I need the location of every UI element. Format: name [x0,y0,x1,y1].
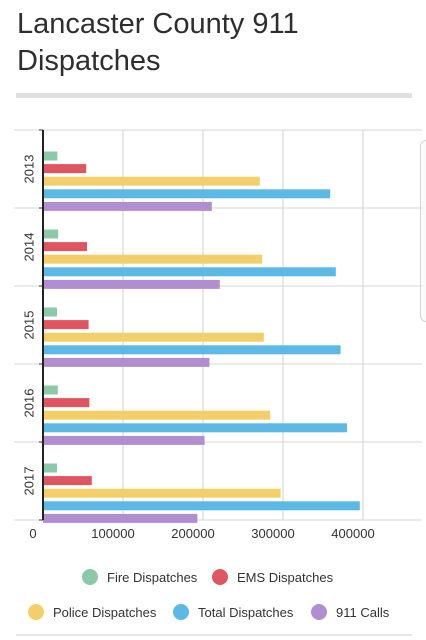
bar-2016-911-calls [43,435,205,445]
legend-swatch-police [28,604,44,620]
legend-swatch-911-calls [311,604,327,620]
bar-2015-fire-dispatches [43,307,57,317]
legend-swatch-fire [82,569,98,585]
legend-swatch-total [173,604,189,620]
y-tick-label-2017: 2017 [21,467,36,496]
legend-row-2: Police Dispatches Total Dispatches 911 C… [0,601,426,623]
chart-title: Lancaster County 911 Dispatches [17,8,299,77]
bar-2016-fire-dispatches [43,385,58,395]
title-divider [16,93,412,98]
legend-label-fire: Fire Dispatches [107,569,198,585]
legend-swatch-ems [212,569,228,585]
legend-item-police-dispatches[interactable]: Police Dispatches [28,601,156,623]
bar-2017-911-calls [43,513,198,523]
bar-chart: 2013 2014 2015 2016 2017 0 100000 200000 300000 4… [14,129,422,541]
y-tick-label-2014: 2014 [21,233,36,262]
bar-2017-police-dispatches [43,488,281,498]
bar-2013-ems-dispatches [43,164,87,174]
bar-2016-police-dispatches [43,410,271,420]
legend-item-total-dispatches[interactable]: Total Dispatches [173,601,293,623]
bar-2016-total-dispatches [43,423,347,433]
bar-2013-fire-dispatches [43,151,58,161]
legend-label-police: Police Dispatches [53,604,157,620]
bar-2013-total-dispatches [43,189,331,199]
chart-legend: Fire Dispatches EMS Dispatches Police Di… [0,560,426,630]
legend-item-fire-dispatches[interactable]: Fire Dispatches [82,566,197,588]
legend-item-911-calls[interactable]: 911 Calls [311,601,389,623]
bar-2014-ems-dispatches [43,242,87,252]
bar-2017-total-dispatches [43,501,360,511]
legend-label-ems: EMS Dispatches [237,569,334,585]
bar-2014-total-dispatches [43,267,336,277]
legend-item-ems-dispatches[interactable]: EMS Dispatches [212,566,333,588]
x-tick-label-100000: 100000 [91,526,134,541]
bar-2014-911-calls [43,279,220,289]
legend-row-1: Fire Dispatches EMS Dispatches [0,566,426,588]
y-tick-label-2015: 2015 [21,311,36,340]
legend-label-911-calls: 911 Calls [336,604,390,620]
y-tick-label-2013: 2013 [21,155,36,184]
x-tick-label-0: 0 [29,526,36,541]
bar-2015-ems-dispatches [43,320,89,330]
bar-2015-total-dispatches [43,345,341,355]
bar-2017-fire-dispatches [43,463,57,473]
x-tick-label-200000: 200000 [171,526,214,541]
bar-2016-ems-dispatches [43,398,90,408]
bar-2015-911-calls [43,357,210,367]
bar-2013-911-calls [43,201,212,211]
bottom-divider [16,634,412,636]
bar-2017-ems-dispatches [43,476,92,486]
bar-2014-police-dispatches [43,254,263,264]
bar-2014-fire-dispatches [43,229,59,239]
bar-2013-police-dispatches [43,176,260,186]
y-tick-label-2016: 2016 [21,389,36,418]
side-panel-handle[interactable] [420,140,426,322]
bar-2015-police-dispatches [43,332,264,342]
x-tick-label-300000: 300000 [251,526,294,541]
legend-label-total: Total Dispatches [198,604,294,620]
x-tick-label-400000: 400000 [331,526,374,541]
